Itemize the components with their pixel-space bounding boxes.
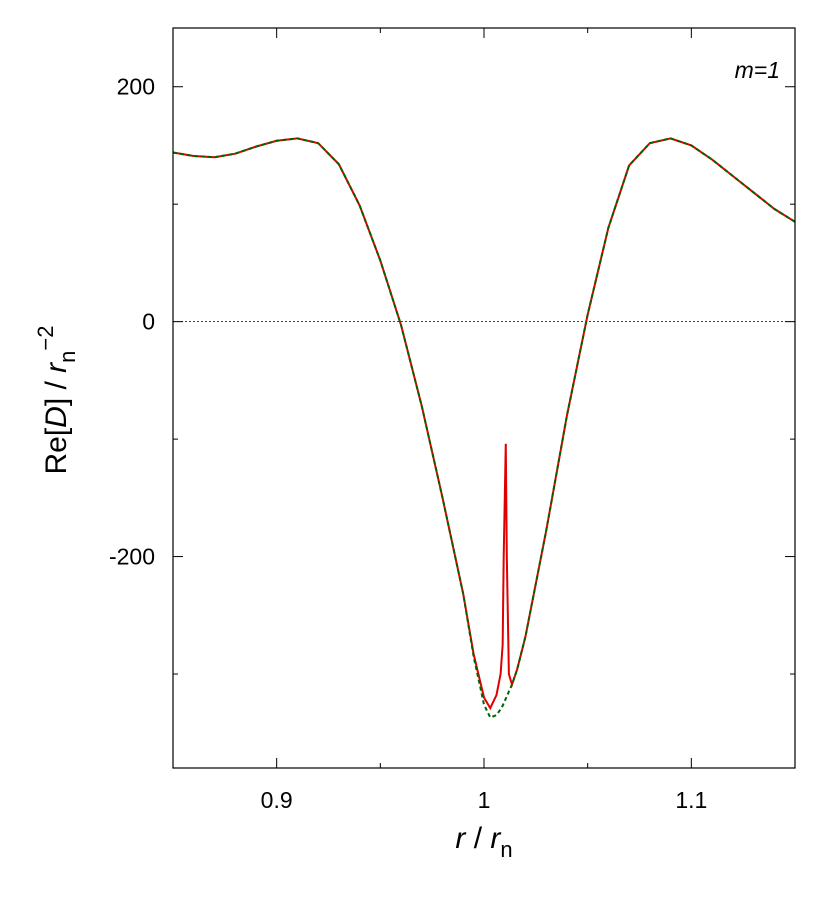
x-tick-label: 1.1	[675, 787, 707, 813]
y-label-part: ] /	[40, 373, 73, 406]
y-label-part: Re[	[40, 427, 73, 474]
x-label-part: n	[500, 837, 512, 862]
x-label-part: /	[465, 822, 490, 855]
series-line	[172, 137, 796, 719]
y-label-part: D	[40, 406, 73, 428]
y-axis-label: Re[D] / rn−2	[33, 325, 80, 474]
x-label-part: r	[455, 822, 466, 855]
y-label-part: r	[40, 362, 73, 373]
y-label-part: −2	[33, 325, 58, 350]
x-label-part: r	[490, 822, 501, 855]
y-label-part: n	[55, 351, 80, 363]
y-tick-label: -200	[109, 544, 155, 570]
x-axis-label: r / rn	[455, 822, 512, 862]
y-tick-label: 0	[142, 309, 155, 335]
annotation: m=1	[735, 57, 780, 83]
y-tick-label: 200	[117, 74, 155, 100]
series-line	[172, 137, 796, 711]
x-tick-label: 0.9	[261, 787, 293, 813]
plot-frame	[172, 27, 796, 769]
x-tick-label: 1	[478, 787, 491, 813]
